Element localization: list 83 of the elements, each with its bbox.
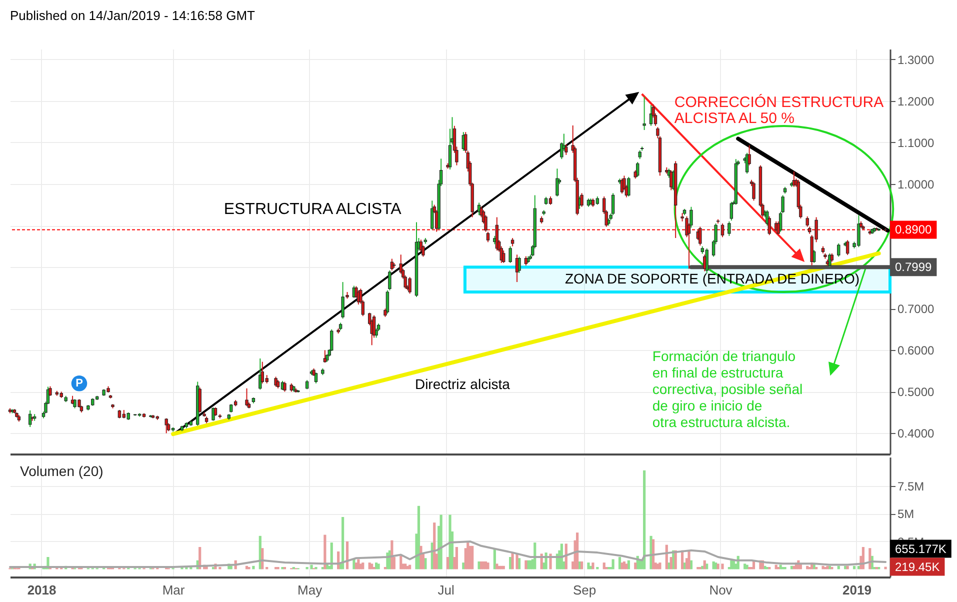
y-tick-label: 7.5M <box>898 479 924 494</box>
bar <box>703 560 706 570</box>
bar <box>643 470 646 570</box>
bar <box>362 562 364 570</box>
annotation: P <box>76 377 83 390</box>
bar <box>357 559 360 570</box>
data-label: 655.177K <box>895 542 946 556</box>
series-label: Directriz alcista <box>414 376 510 392</box>
candlestick <box>720 222 724 238</box>
candlestick <box>274 376 278 388</box>
bar <box>446 557 450 570</box>
y-tick-label: 1.3000 <box>898 52 935 67</box>
candlestick <box>728 220 731 236</box>
bar <box>400 556 402 570</box>
bar <box>448 514 452 570</box>
candlestick <box>752 181 756 202</box>
candlestick <box>515 254 519 283</box>
bar <box>440 514 442 570</box>
x-tick-label: 2019 <box>842 582 872 598</box>
y-tick-label: 5M <box>898 507 914 522</box>
x-tick-label: Jul <box>438 582 454 598</box>
candlestick <box>642 96 646 130</box>
candlestick <box>611 192 615 216</box>
bar <box>650 536 652 570</box>
bar <box>688 551 690 570</box>
bar <box>252 566 255 570</box>
text: 219.45K <box>895 560 940 574</box>
annotation: CORRECCIÓN ESTRUCTURA ALCISTA AL 50 % <box>674 93 884 128</box>
bar <box>627 560 630 570</box>
bar <box>625 564 628 570</box>
candlestick <box>386 290 390 314</box>
bar <box>670 557 672 570</box>
bar <box>462 562 465 570</box>
y-tick-label: 0.5000 <box>898 385 935 400</box>
bar <box>370 564 374 570</box>
annotation: ESTRUCTURA ALCISTA <box>224 200 402 218</box>
x-tick-label: Nov <box>709 582 733 598</box>
ref-line-label: 0.8900 <box>895 222 932 237</box>
candlestick <box>486 231 490 243</box>
chart-title: Volumen (20) <box>20 463 104 479</box>
bar <box>620 562 624 570</box>
bar <box>612 559 614 570</box>
bar <box>341 517 344 570</box>
y-tick-label: 0.4000 <box>898 426 935 441</box>
candlestick <box>305 380 309 390</box>
candlestick <box>768 216 771 236</box>
bar <box>580 561 584 570</box>
bar <box>352 559 356 570</box>
annotation: Formación de triangulo en final de estructura correctiva, posible señal de giro e inicio de otra estructura alcista. <box>652 348 803 430</box>
y-tick-label: 0.7000 <box>898 302 935 316</box>
bar <box>576 532 579 570</box>
line-series <box>9 540 887 568</box>
candlestick <box>399 254 402 274</box>
candlestick <box>388 270 392 291</box>
bar <box>486 562 490 570</box>
bar <box>455 547 458 570</box>
x-tick-label: May <box>298 582 323 598</box>
bar <box>884 566 887 570</box>
candlestick <box>705 248 708 274</box>
candlestick <box>837 242 840 258</box>
candlestick <box>502 250 506 264</box>
chart-title: Published on 14/Jan/2019 - 14:16:58 GMT <box>10 8 256 23</box>
candlestick <box>283 381 286 392</box>
bar <box>471 546 474 570</box>
y-tick-label: 1.2000 <box>898 94 935 108</box>
candlestick <box>806 216 809 228</box>
bar <box>587 562 590 570</box>
candlestick <box>508 246 512 264</box>
x-tick-label: 2018 <box>27 582 56 598</box>
bar <box>634 562 637 570</box>
y-tick-label: 1.0000 <box>898 178 935 192</box>
x-tick-label: Sep <box>572 582 596 598</box>
x-tick-label: Mar <box>162 582 186 598</box>
data-label: 0.7999 <box>895 260 932 274</box>
candlestick <box>698 226 702 246</box>
y-tick-label: 0.6000 <box>898 344 935 358</box>
candlestick <box>258 358 262 390</box>
bar <box>433 522 436 570</box>
candlestick <box>164 418 168 434</box>
candlestick <box>245 388 248 407</box>
bar <box>478 561 480 570</box>
y-tick-label: 1.1000 <box>898 136 935 150</box>
bar <box>592 562 594 570</box>
